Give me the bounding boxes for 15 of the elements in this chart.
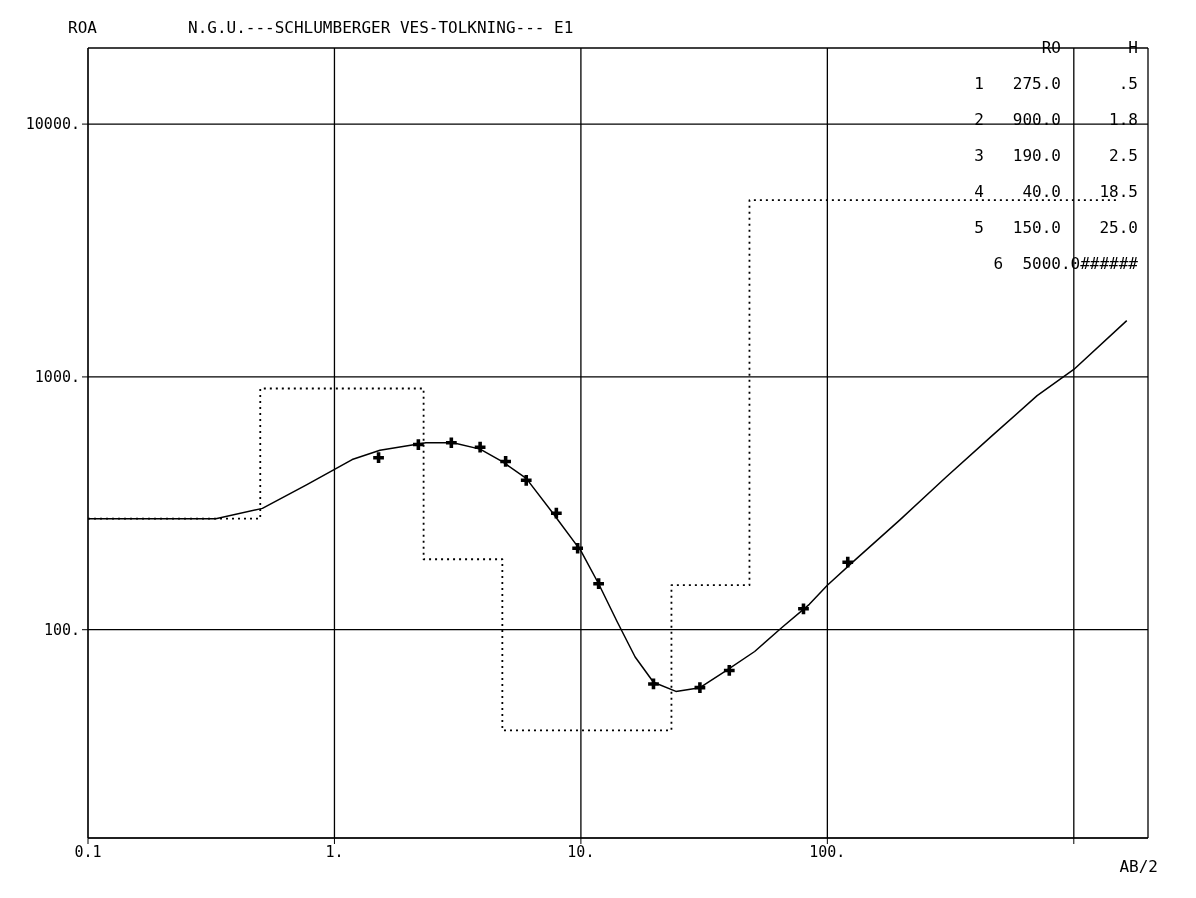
x-axis-title: AB/2 [1119,857,1158,876]
y-tick-label: 10000. [25,115,80,134]
annotation: 1 275.0 .5 [974,73,1138,95]
x-tick-label: 0.1 [74,842,102,861]
y-tick-label: 1000. [34,368,80,387]
x-tick-label: 1. [325,842,344,861]
y-axis-title: ROA [68,18,97,37]
annotation: 2 900.0 1.8 [974,109,1138,131]
x-tick-label: 100. [809,842,846,861]
y-tick-label: 100. [43,621,80,640]
annotation: 5 150.0 25.0 [974,217,1138,239]
annotation: 3 190.0 2.5 [974,145,1138,167]
annotation: 4 40.0 18.5 [974,181,1138,203]
x-tick-label: 10. [567,842,595,861]
chart-title: N.G.U.---SCHLUMBERGER VES-TOLKNING--- E1 [188,18,574,37]
